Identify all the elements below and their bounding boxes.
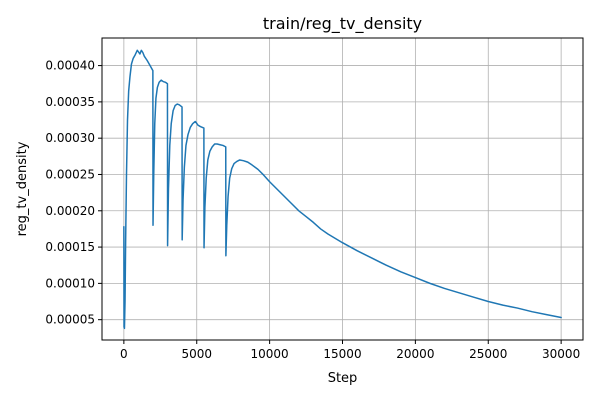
series-layer [123,49,562,330]
x-tick-label: 5000 [181,347,212,361]
y-tick-label: 0.00040 [45,59,95,73]
y-tick-label: 0.00035 [45,95,95,109]
x-axis-ticks: 0 5000 10000 15000 20000 25000 30000 [120,340,580,361]
y-tick-label: 0.00025 [45,167,95,181]
series-line-0 [123,49,562,330]
x-tick-label: 20000 [396,347,434,361]
x-tick-label: 25000 [469,347,507,361]
y-tick-label: 0.00005 [45,313,95,327]
y-axis-label: reg_tv_density [15,141,30,236]
y-tick-label: 0.00030 [45,131,95,145]
grid-layer [102,38,583,340]
chart-title: train/reg_tv_density [263,14,422,34]
y-tick-label: 0.00020 [45,204,95,218]
x-tick-label: 30000 [542,347,580,361]
y-tick-label: 0.00010 [45,276,95,290]
y-axis-ticks: 0.00005 0.00010 0.00015 0.00020 0.00025 0.000… [45,59,102,327]
x-axis-label: Step [328,371,358,386]
x-tick-label: 0 [120,347,128,361]
y-tick-label: 0.00015 [45,240,95,254]
x-tick-label: 15000 [323,347,361,361]
x-tick-label: 10000 [251,347,289,361]
